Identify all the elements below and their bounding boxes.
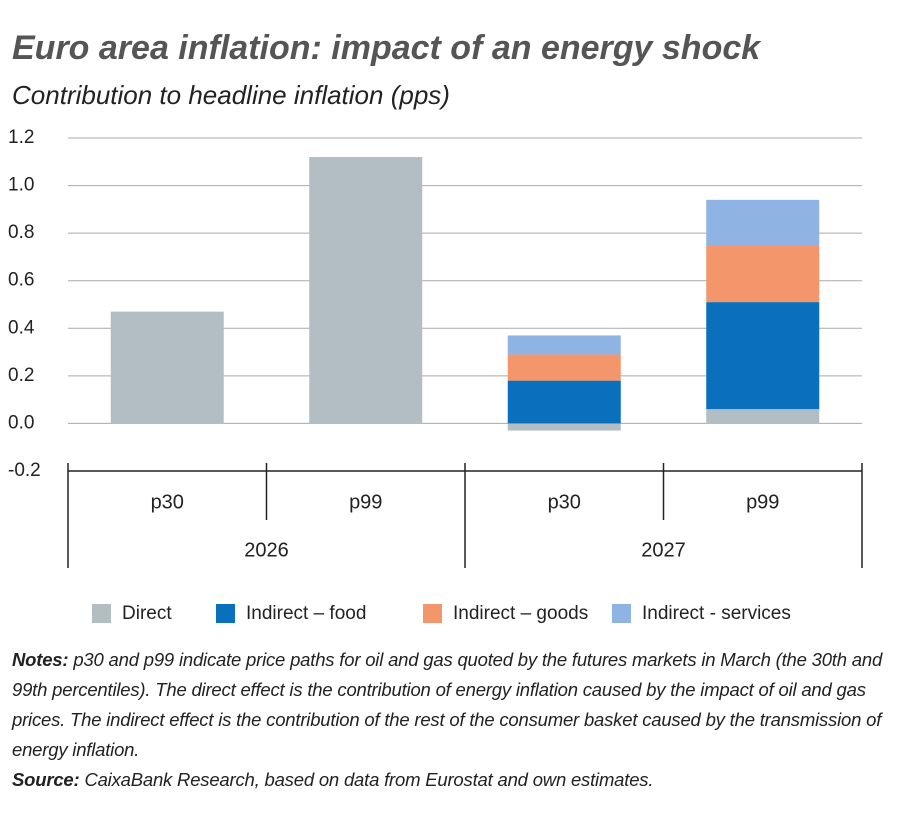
bar-segment [507, 423, 621, 431]
x-tick-label: p99 [349, 491, 382, 513]
notes-block: Notes: p30 and p99 indicate price paths … [12, 645, 892, 765]
bar-segment [507, 380, 621, 424]
legend-swatch [92, 604, 111, 623]
bar-segment [706, 245, 820, 303]
notes-label: Notes: [12, 649, 69, 670]
bar-segment [706, 409, 820, 424]
bar-segment [507, 335, 621, 355]
chart-subtitle: Contribution to headline inflation (pps) [12, 80, 450, 110]
y-tick-label: 0.8 [8, 222, 34, 243]
legend-swatch [612, 604, 631, 623]
source-block: Source: CaixaBank Research, based on dat… [12, 765, 892, 795]
bar-segment [507, 354, 621, 381]
legend-label: Indirect – goods [453, 603, 588, 624]
legend-swatch [423, 604, 442, 623]
x-tick-label: p30 [548, 491, 581, 513]
bar-segment [110, 311, 224, 424]
legend-swatch [216, 604, 235, 623]
bar-segment [706, 199, 820, 246]
x-tick-label: p99 [746, 491, 779, 513]
chart: Euro area inflation: impact of an energy… [8, 29, 863, 624]
y-tick-label: 0.4 [8, 317, 35, 338]
group-label: 2027 [641, 539, 686, 561]
notes-text: p30 and p99 indicate price paths for oil… [12, 649, 883, 760]
y-tick-label: 0.0 [8, 412, 34, 433]
y-tick-label: -0.2 [8, 460, 41, 481]
y-tick-label: 0.2 [8, 365, 34, 386]
legend-label: Direct [122, 603, 172, 624]
bar-segment [309, 157, 423, 424]
source-text: CaixaBank Research, based on data from E… [84, 769, 654, 790]
source-label: Source: [12, 769, 80, 790]
chart-title: Euro area inflation: impact of an energy… [12, 29, 762, 67]
legend-label: Indirect – food [246, 603, 366, 624]
x-tick-label: p30 [151, 491, 184, 513]
bar-segment [706, 302, 820, 410]
notes: Notes: p30 and p99 indicate price paths … [12, 645, 892, 795]
y-tick-label: 1.2 [8, 127, 34, 148]
y-tick-label: 0.6 [8, 270, 34, 291]
legend-label: Indirect - services [642, 603, 791, 624]
y-tick-label: 1.0 [8, 175, 34, 196]
group-label: 2026 [244, 539, 289, 561]
